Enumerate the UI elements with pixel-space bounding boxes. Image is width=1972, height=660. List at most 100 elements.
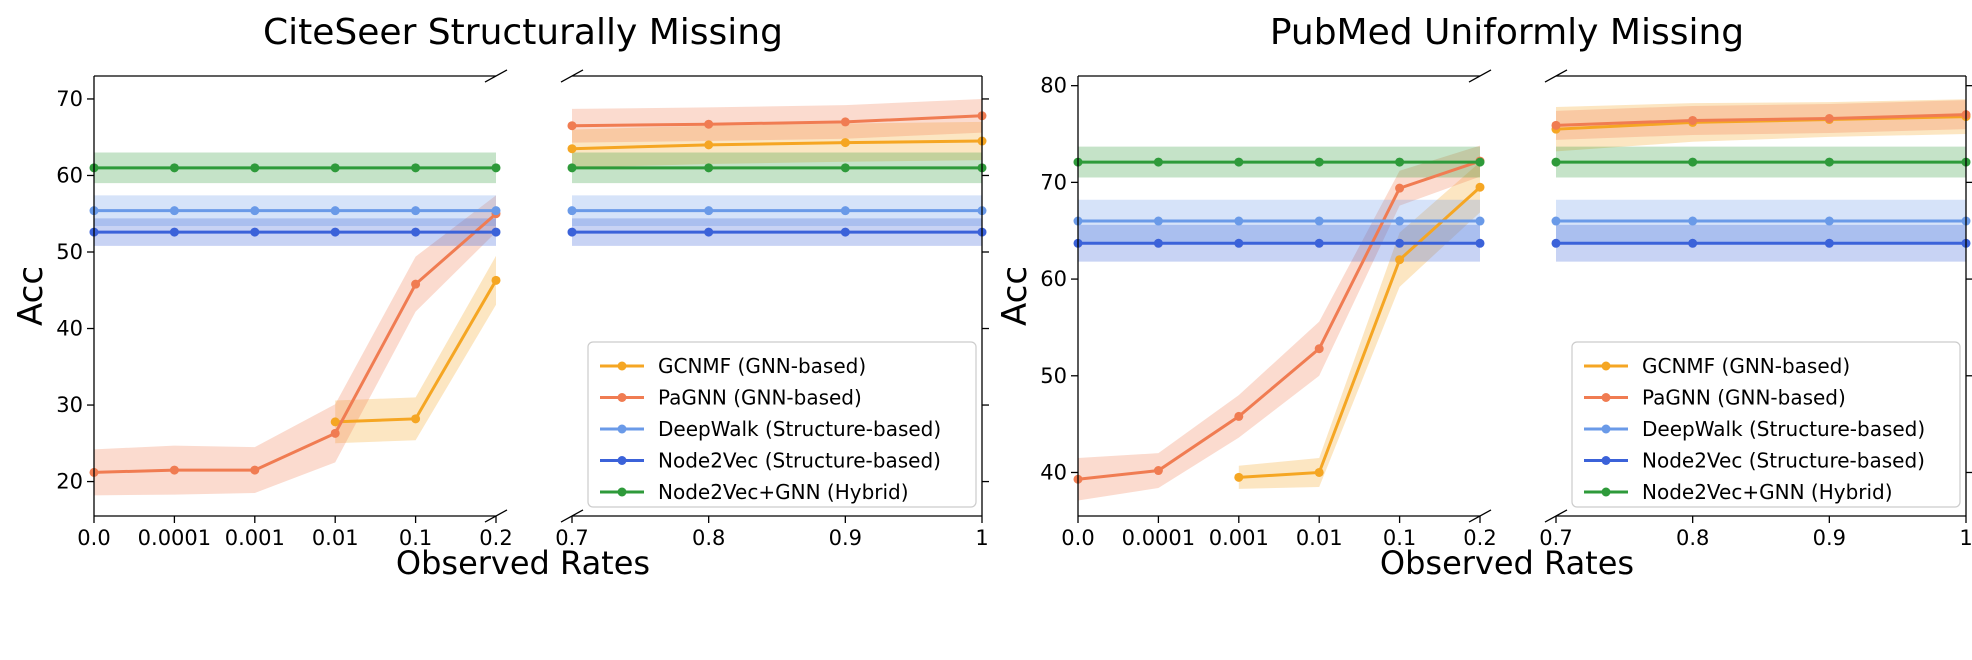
chart-title: PubMed Uniformly Missing	[1270, 12, 1744, 53]
data-point	[1153, 157, 1163, 167]
x-tick-label: 0.7	[1539, 526, 1572, 550]
data-point	[567, 206, 577, 216]
data-point	[840, 227, 850, 237]
x-tick-label: 0.001	[225, 526, 285, 550]
y-tick-label: 60	[1040, 267, 1067, 291]
legend-label: PaGNN (GNN-based)	[658, 386, 862, 410]
data-point	[169, 163, 179, 173]
data-point	[1475, 157, 1485, 167]
x-tick-label: 0.8	[1676, 526, 1709, 550]
data-point	[1551, 238, 1561, 248]
x-axis-label: Observed Rates	[396, 544, 650, 582]
data-point	[1153, 238, 1163, 248]
data-point	[1824, 114, 1834, 124]
data-point	[250, 163, 260, 173]
x-tick-label: 0.0	[1061, 526, 1094, 550]
data-point	[1314, 157, 1324, 167]
data-point	[411, 279, 421, 289]
series-line	[1238, 186, 1482, 479]
legend: GCNMF (GNN-based) PaGNN (GNN-based) DeepWa…	[1571, 341, 1961, 508]
legend-label: Node2Vec+GNN (Hybrid)	[658, 480, 909, 504]
data-point	[330, 227, 340, 237]
data-point	[840, 117, 850, 127]
x-tick-label: 0.2	[1463, 526, 1496, 550]
x-tick-label: 0.9	[1813, 526, 1846, 550]
data-point	[250, 206, 260, 216]
legend-marker	[617, 361, 627, 371]
error-band	[1078, 145, 1480, 501]
x-tick-label: 0.001	[1209, 526, 1269, 550]
x-tick-label: 0.1	[399, 526, 432, 550]
legend-marker	[1601, 424, 1611, 434]
data-point	[411, 414, 421, 424]
data-point	[1314, 216, 1324, 226]
data-point	[1395, 183, 1405, 193]
legend-marker	[1601, 456, 1611, 465]
data-point	[1234, 216, 1244, 226]
data-point	[250, 227, 260, 237]
data-point	[1153, 216, 1163, 226]
y-tick-label: 80	[1040, 74, 1067, 98]
data-point	[1688, 238, 1698, 248]
data-point	[330, 428, 340, 438]
x-tick-label: 0.0001	[138, 526, 211, 550]
y-tick-label: 30	[56, 393, 83, 417]
data-point	[567, 163, 577, 173]
legend-label: Node2Vec+GNN (Hybrid)	[1642, 480, 1893, 504]
legend-frame	[1571, 341, 1961, 508]
data-point	[704, 206, 714, 216]
data-point	[1314, 344, 1324, 354]
y-tick-label: 60	[56, 163, 83, 187]
data-point	[1314, 238, 1324, 248]
data-point	[567, 227, 577, 237]
data-point	[1824, 238, 1834, 248]
legend-marker	[617, 424, 627, 434]
data-point	[411, 206, 421, 216]
legend-marker	[1601, 487, 1611, 497]
legend-marker	[1601, 393, 1611, 402]
data-point	[1551, 120, 1561, 130]
data-point	[1234, 472, 1244, 482]
x-tick-label: 0.1	[1383, 526, 1416, 550]
data-point	[567, 144, 577, 154]
x-tick-label: 1	[975, 526, 988, 550]
legend-label: DeepWalk (Structure-based)	[658, 417, 941, 441]
data-point	[330, 417, 340, 427]
x-tick-label: 0.7	[555, 526, 588, 550]
data-point	[567, 121, 577, 131]
data-point	[1475, 238, 1485, 248]
data-point	[1551, 157, 1561, 167]
data-point	[1395, 238, 1405, 248]
series-line	[1555, 113, 1967, 127]
data-point	[704, 163, 714, 173]
data-point	[491, 206, 501, 216]
x-axis-label: Observed Rates	[1380, 544, 1634, 582]
data-point	[840, 163, 850, 173]
legend-marker	[617, 393, 627, 402]
data-point	[1688, 216, 1698, 226]
data-point	[330, 163, 340, 173]
legend-label: DeepWalk (Structure-based)	[1642, 417, 1925, 441]
data-point	[840, 138, 850, 148]
data-point	[491, 163, 501, 173]
series-line	[93, 212, 497, 474]
series-line	[1077, 159, 1481, 481]
data-point	[250, 465, 260, 475]
x-tick-label: 0.0001	[1122, 526, 1195, 550]
y-tick-label: 70	[1040, 170, 1067, 194]
y-tick-label: 40	[56, 317, 83, 341]
legend-label: PaGNN (GNN-based)	[1642, 386, 1846, 410]
x-tick-label: 0.9	[829, 526, 862, 550]
axis-break-mark	[560, 69, 584, 83]
y-tick-label: 50	[1040, 364, 1067, 388]
data-point	[704, 227, 714, 237]
data-point	[1475, 182, 1485, 192]
chart-citeseer: CiteSeer Structurally Missing Acc Observ…	[11, 12, 989, 582]
y-tick-label: 20	[56, 470, 83, 494]
data-point	[169, 227, 179, 237]
legend-label: GCNMF (GNN-based)	[658, 354, 866, 378]
data-point	[1475, 216, 1485, 226]
x-tick-label: 0.01	[1296, 526, 1343, 550]
error-band	[1556, 99, 1966, 152]
error-band	[335, 255, 496, 444]
